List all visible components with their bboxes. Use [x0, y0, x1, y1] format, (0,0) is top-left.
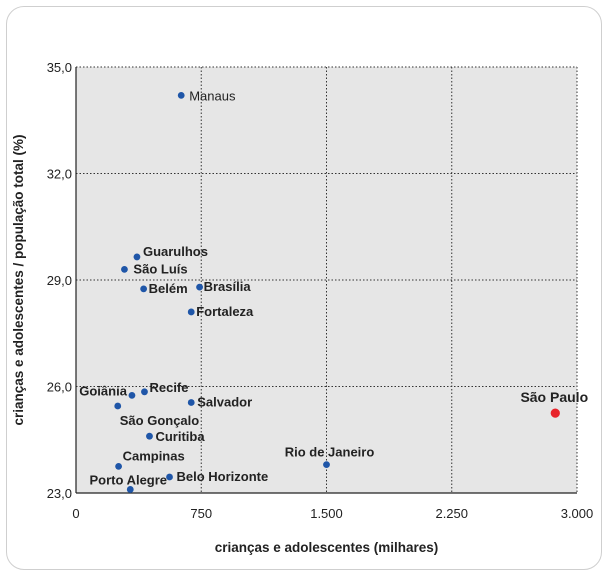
point-label: Curitiba — [155, 429, 205, 444]
data-point — [146, 432, 153, 440]
point-label: Fortaleza — [196, 304, 254, 319]
point-label: Brasília — [204, 279, 252, 294]
x-tick-label: 2.250 — [435, 506, 468, 521]
x-axis-title: crianças e adolescentes (milhares) — [215, 540, 439, 555]
x-tick-label: 0 — [72, 506, 79, 521]
point-label: Porto Alegre — [90, 472, 168, 487]
data-point — [166, 473, 173, 481]
data-point — [128, 391, 136, 399]
point-labels: Manaus Guarulhos São Luís Belém Brasília Fort… — [79, 88, 588, 487]
x-tick-label: 1.500 — [310, 506, 343, 521]
x-tick-labels: 0 750 1.500 2.250 3.000 — [72, 506, 593, 521]
point-label: Recife — [149, 380, 188, 395]
grid-lines — [76, 66, 578, 493]
point-label: São Gonçalo — [120, 413, 200, 428]
y-tick-label: 29,0 — [47, 273, 72, 288]
y-tick-label: 23,0 — [47, 486, 72, 501]
point-label: Rio de Janeiro — [285, 445, 375, 460]
data-point — [187, 308, 195, 316]
x-tick-label: 3.000 — [561, 506, 594, 521]
point-label: Belém — [149, 281, 188, 296]
x-tick-label: 750 — [190, 506, 212, 521]
data-point — [114, 402, 122, 410]
data-point — [196, 283, 203, 291]
data-point — [323, 461, 330, 468]
data-points — [114, 92, 560, 493]
point-label: Manaus — [189, 88, 236, 103]
point-label: Guarulhos — [143, 244, 208, 259]
y-axis-title: crianças e adolescentes / população tota… — [11, 134, 26, 425]
point-label: Goiânia — [79, 383, 127, 398]
y-tick-label: 26,0 — [47, 380, 72, 395]
point-label: São Paulo — [520, 389, 588, 405]
data-point — [126, 486, 134, 493]
point-label: Campinas — [123, 448, 185, 463]
point-label: Belo Horizonte — [177, 469, 269, 484]
point-label: Salvador — [197, 394, 252, 409]
y-tick-label: 35,0 — [47, 60, 72, 75]
y-tick-labels: 23,0 26,0 29,0 32,0 35,0 — [47, 60, 72, 501]
data-point — [133, 253, 141, 261]
data-point — [140, 285, 148, 293]
y-tick-label: 32,0 — [47, 167, 72, 182]
highlighted-data-point — [550, 408, 560, 418]
data-point — [121, 265, 128, 273]
data-point — [115, 462, 122, 470]
data-point — [177, 92, 185, 99]
data-point — [187, 399, 195, 406]
data-point — [141, 388, 148, 396]
point-label: São Luís — [133, 261, 187, 276]
